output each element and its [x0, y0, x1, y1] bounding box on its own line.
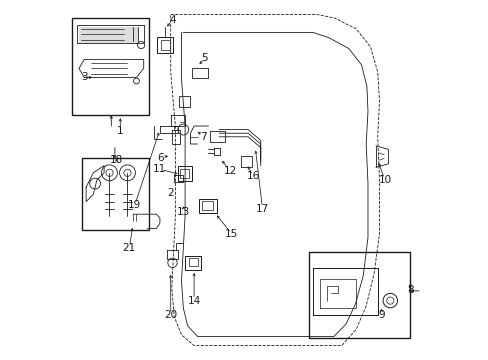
Text: 17: 17 [255, 204, 268, 214]
Bar [157, 37, 173, 53]
Text: 6: 6 [157, 153, 164, 163]
Bar [82, 158, 149, 230]
Text: 13: 13 [176, 207, 189, 217]
Bar [210, 131, 224, 142]
Bar [202, 201, 213, 210]
Bar [180, 169, 189, 178]
Bar [179, 96, 189, 107]
Bar [309, 252, 409, 338]
Bar [178, 166, 192, 181]
Text: 8: 8 [406, 285, 412, 295]
Text: 2: 2 [167, 188, 174, 198]
Text: 15: 15 [225, 229, 238, 239]
Bar [199, 199, 216, 213]
Text: 16: 16 [246, 171, 260, 181]
Bar [72, 18, 149, 115]
Bar [185, 256, 201, 270]
Text: 1: 1 [117, 126, 123, 136]
Text: 18: 18 [110, 155, 123, 165]
Text: 11: 11 [153, 164, 166, 174]
Bar [192, 68, 208, 78]
Text: 14: 14 [187, 296, 200, 306]
Text: 10: 10 [378, 175, 391, 185]
Text: 4: 4 [169, 15, 176, 25]
Text: 21: 21 [122, 243, 136, 253]
Text: 12: 12 [223, 166, 236, 176]
Bar [188, 258, 197, 266]
Bar [241, 156, 251, 167]
Text: 19: 19 [128, 200, 141, 210]
Text: 20: 20 [164, 310, 177, 320]
Text: 3: 3 [81, 72, 87, 82]
Text: 7: 7 [200, 132, 206, 142]
Text: 5: 5 [201, 53, 208, 63]
Text: 9: 9 [377, 310, 384, 320]
Bar [160, 40, 170, 50]
